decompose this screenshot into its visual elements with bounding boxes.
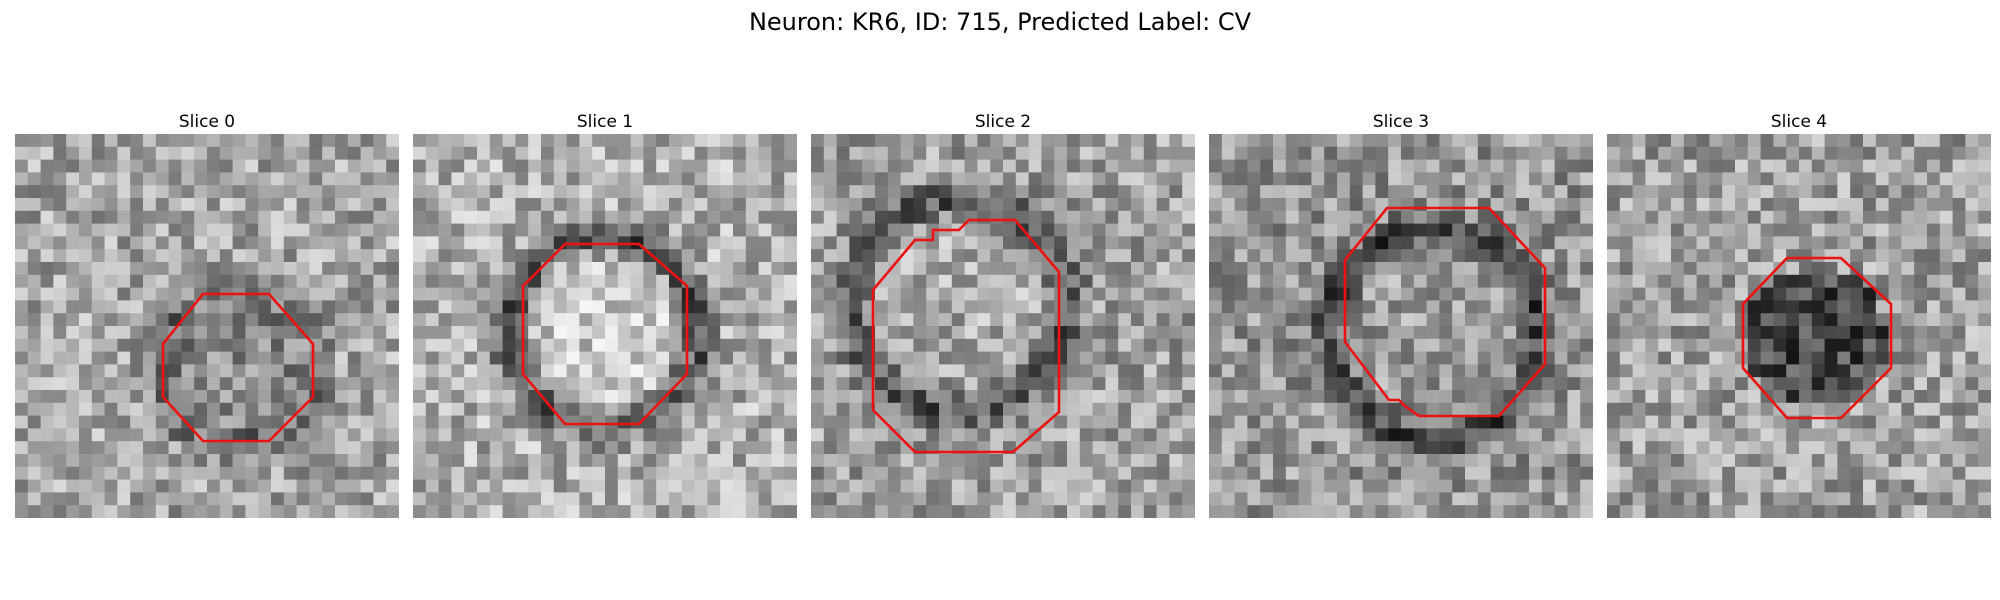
slice-image [413, 134, 797, 518]
contour-outline [1343, 206, 1547, 418]
slice-image [15, 134, 399, 518]
slice-panel-0: Slice 0 [15, 110, 399, 518]
contour-outline [1741, 256, 1893, 420]
slice-title: Slice 2 [974, 112, 1032, 132]
figure-title: Neuron: KR6, ID: 715, Predicted Label: C… [748, 8, 1252, 36]
slice-panel-1: Slice 1 [413, 110, 797, 518]
slice-title: Slice 0 [178, 112, 236, 132]
contour-outline [161, 292, 315, 443]
slice-panel-2: Slice 2 [811, 110, 1195, 518]
slice-panel-3: Slice 3 [1209, 110, 1593, 518]
slice-title: Slice 4 [1770, 112, 1828, 132]
slice-panel-4: Slice 4 [1607, 110, 1991, 518]
slice-title: Slice 1 [576, 112, 634, 132]
contour-outline [521, 242, 689, 426]
slice-image [811, 134, 1195, 518]
slice-title: Slice 3 [1372, 112, 1430, 132]
contour-outline [871, 218, 1061, 454]
slice-image [1607, 134, 1991, 518]
slice-image [1209, 134, 1593, 518]
